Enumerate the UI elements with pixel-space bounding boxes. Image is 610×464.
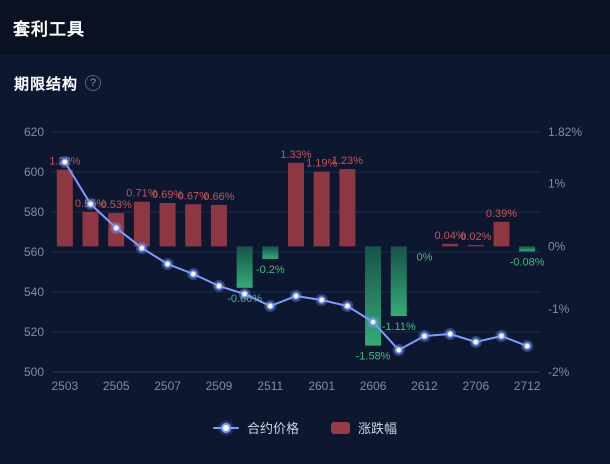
change-bar-label: 0.69% (152, 189, 183, 201)
right-axis-label: 1% (548, 177, 566, 191)
price-point[interactable] (266, 302, 275, 310)
change-bar-label: 0.71% (126, 188, 157, 200)
change-bar[interactable] (262, 246, 279, 259)
change-bar-label: 0.39% (486, 208, 517, 220)
x-axis-label: 2505 (103, 379, 130, 393)
right-axis-label: -2% (548, 365, 570, 379)
change-bar[interactable] (442, 243, 459, 247)
change-bar[interactable] (519, 246, 536, 252)
left-axis-label: 500 (24, 365, 44, 379)
section-header: 期限结构 ? (0, 72, 610, 94)
change-bar[interactable] (390, 246, 407, 317)
line-series-icon (212, 422, 239, 433)
price-point[interactable] (138, 244, 146, 252)
price-point[interactable] (497, 332, 506, 340)
x-axis-label: 2706 (462, 379, 489, 393)
change-bar-label: 0.53% (101, 199, 132, 211)
change-bar-label: 1.23% (332, 155, 363, 167)
price-point[interactable] (343, 302, 352, 310)
help-icon[interactable]: ? (85, 75, 102, 91)
right-axis-label: -1% (548, 302, 570, 316)
term-structure-panel: 期限结构 ? 620 600 580 560 540 520 500 1.82% 1% 0% -1%… (0, 56, 610, 437)
change-bar[interactable] (339, 169, 356, 247)
change-bar[interactable] (313, 171, 330, 247)
change-bar-label: 0.04% (435, 230, 466, 242)
price-point[interactable] (446, 330, 454, 338)
change-bar[interactable] (365, 246, 382, 346)
x-axis-label: 2511 (257, 379, 283, 393)
change-bar-label: 0.66% (203, 191, 234, 203)
price-point[interactable] (472, 338, 480, 346)
change-bar[interactable] (236, 246, 253, 288)
left-axis-label: 580 (24, 205, 44, 219)
page-title: 套利工具 (13, 20, 85, 39)
term-structure-chart[interactable]: 620 600 580 560 540 520 500 1.82% 1% 0% -1% -2% 2503… (0, 98, 610, 408)
change-bar[interactable] (493, 221, 510, 247)
x-axis-label: 2712 (514, 379, 541, 393)
change-bar-label: 0% (416, 251, 432, 263)
x-axis-label: 2503 (51, 379, 78, 393)
price-point[interactable] (163, 260, 172, 268)
x-axis-label: 2612 (411, 379, 438, 393)
change-bar-label: 1.19% (306, 158, 337, 170)
price-point[interactable] (394, 346, 403, 354)
x-axis-label: 2606 (360, 379, 387, 393)
price-point[interactable] (86, 200, 95, 208)
left-axis-label: 560 (24, 245, 44, 259)
change-bar[interactable] (82, 211, 99, 247)
price-point[interactable] (61, 158, 69, 166)
left-axis-label: 600 (24, 165, 44, 179)
change-bar[interactable] (133, 201, 150, 247)
legend-label-change: 涨跌幅 (358, 421, 398, 436)
x-axis-label: 2509 (206, 379, 233, 393)
price-point[interactable] (112, 224, 120, 232)
change-bar[interactable] (159, 202, 176, 247)
price-point[interactable] (317, 296, 326, 304)
change-bar[interactable] (288, 162, 304, 247)
price-point[interactable] (189, 270, 198, 278)
price-point[interactable] (215, 282, 223, 290)
left-axis-label: 540 (24, 285, 44, 299)
change-bar[interactable] (210, 204, 227, 247)
change-bar-label: -0.66% (227, 293, 262, 305)
bar-series-icon (331, 421, 350, 434)
change-bar-label: 0.02% (460, 231, 491, 243)
x-axis-label: 2507 (154, 379, 181, 393)
price-point[interactable] (240, 290, 249, 298)
change-bar-label: -1.58% (356, 351, 391, 363)
legend-label-contract-price: 合约价格 (246, 421, 299, 436)
change-bar-label: 0.67% (178, 190, 209, 202)
change-bar-label: -0.2% (256, 264, 285, 276)
left-axis-label: 620 (24, 125, 44, 139)
legend-line-dot (220, 422, 231, 433)
x-axis-label: 2601 (308, 379, 335, 393)
price-point[interactable] (420, 332, 429, 340)
legend-item-change[interactable]: 涨跌幅 (331, 418, 397, 437)
left-axis-label: 520 (24, 325, 44, 339)
chart-legend: 合约价格 涨跌幅 (0, 418, 610, 437)
right-axis-label: 0% (548, 239, 566, 253)
change-bar-label: -0.08% (510, 256, 545, 268)
legend-item-contract-price[interactable]: 合约价格 (212, 418, 299, 437)
change-bar-label: 1.33% (280, 149, 311, 161)
right-axis-label: 1.82% (548, 125, 582, 139)
price-point[interactable] (292, 292, 300, 300)
section-title: 期限结构 (14, 75, 79, 93)
change-bar[interactable] (185, 204, 202, 247)
change-bar-label: -1.11% (382, 321, 416, 333)
change-bar[interactable] (467, 245, 484, 247)
page-header: 套利工具 (0, 0, 610, 56)
change-bar[interactable] (56, 169, 73, 247)
price-point[interactable] (369, 318, 377, 326)
price-point[interactable] (523, 342, 531, 350)
